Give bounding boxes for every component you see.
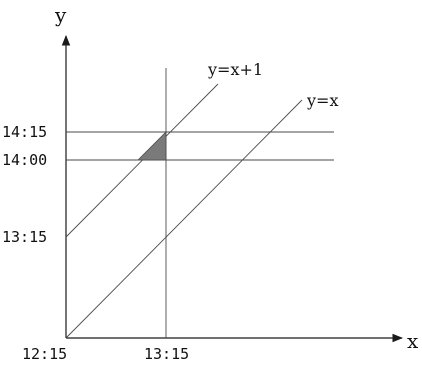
y-tick-label: 14:00 [2, 151, 47, 169]
x-tick-label: 12:15 [22, 345, 67, 363]
y-axis-label: y [54, 3, 67, 27]
line-y-equals-x [65, 99, 303, 339]
line-label-lower: y=x [306, 91, 338, 110]
line-label-upper: y=x+1 [207, 60, 263, 79]
line-y-equals-x-plus-1 [65, 83, 219, 238]
y-tick-label: 14:15 [2, 123, 47, 141]
x-tick-label: 13:15 [144, 345, 189, 363]
x-axis-label: x [407, 329, 419, 353]
y-tick-label: 13:15 [2, 228, 47, 246]
shaded-region [137, 131, 167, 161]
